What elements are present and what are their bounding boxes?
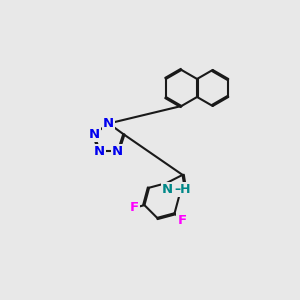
Text: N: N bbox=[112, 145, 123, 158]
Text: N: N bbox=[88, 128, 100, 141]
Text: F: F bbox=[130, 201, 139, 214]
Text: N: N bbox=[94, 145, 105, 158]
Text: F: F bbox=[177, 214, 187, 227]
Text: N: N bbox=[162, 183, 173, 196]
Text: –H: –H bbox=[174, 183, 190, 196]
Text: N: N bbox=[103, 117, 114, 130]
